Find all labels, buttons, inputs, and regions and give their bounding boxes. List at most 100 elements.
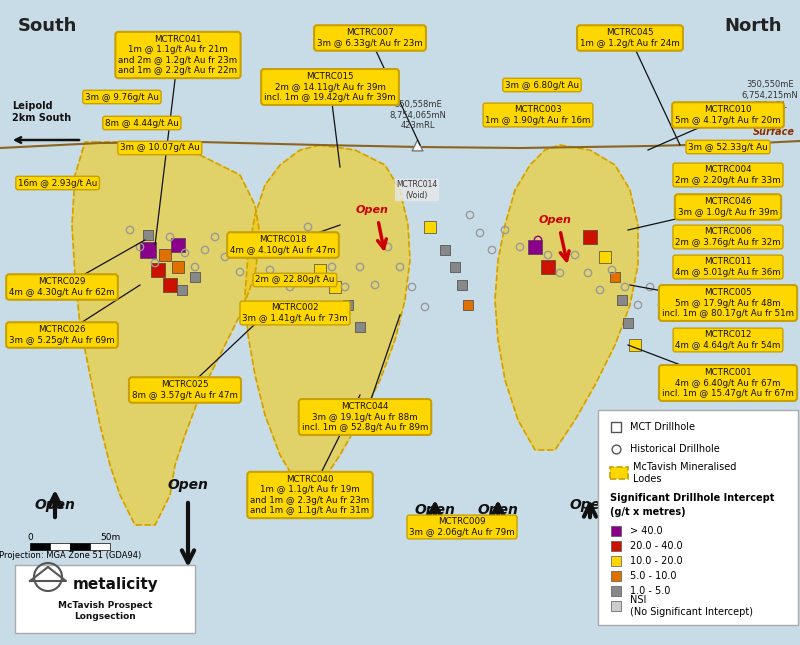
Point	[342, 300, 354, 310]
Text: 3m @ 6.80g/t Au: 3m @ 6.80g/t Au	[505, 81, 579, 90]
Text: MCTRC026
3m @ 5.25g/t Au fr 69m: MCTRC026 3m @ 5.25g/t Au fr 69m	[9, 325, 115, 344]
Point	[189, 262, 202, 272]
Point	[264, 265, 277, 275]
Point	[171, 240, 184, 250]
Text: 3m @ 10.07g/t Au: 3m @ 10.07g/t Au	[120, 143, 200, 152]
Text: 350,558mE
8,754,065mN
423mRL: 350,558mE 8,754,065mN 423mRL	[390, 100, 446, 130]
Bar	[30, 543, 50, 550]
Text: Open: Open	[414, 503, 455, 517]
Point	[298, 240, 311, 250]
Text: 50m: 50m	[100, 533, 120, 542]
Polygon shape	[72, 142, 260, 525]
Text: North: North	[725, 17, 782, 35]
Text: (g/t x metres): (g/t x metres)	[610, 507, 686, 517]
Text: 3m @ 52.33g/t Au: 3m @ 52.33g/t Au	[688, 143, 768, 152]
Point	[529, 242, 542, 252]
Text: MCTRC015
2m @ 14.11g/t Au fr 39m
incl. 1m @ 19.42g/t Au fr 39m: MCTRC015 2m @ 14.11g/t Au fr 39m incl. 1…	[264, 72, 396, 102]
Point	[406, 282, 418, 292]
Point	[616, 295, 629, 305]
Bar	[50, 543, 70, 550]
Point	[610, 586, 622, 596]
Point	[198, 245, 211, 255]
Text: MCTRC045
1m @ 1.2g/t Au fr 24m: MCTRC045 1m @ 1.2g/t Au fr 24m	[580, 28, 680, 48]
Text: 3m @ 9.76g/t Au: 3m @ 9.76g/t Au	[85, 92, 159, 101]
Point	[569, 250, 582, 260]
Point	[354, 262, 366, 272]
Text: Open: Open	[167, 478, 209, 492]
Text: 16m @ 2.93g/t Au: 16m @ 2.93g/t Au	[18, 179, 98, 188]
Point	[314, 242, 326, 252]
Bar	[15, 565, 195, 633]
Text: MCTRC005
5m @ 17.9g/t Au fr 48m
incl. 1m @ 80.17g/t Au fr 51m: MCTRC005 5m @ 17.9g/t Au fr 48m incl. 1m…	[662, 288, 794, 318]
Point	[302, 222, 314, 232]
Point	[610, 444, 622, 454]
Text: McTavish Prospect
Longsection: McTavish Prospect Longsection	[58, 601, 152, 620]
Point	[598, 252, 611, 262]
Bar	[90, 543, 110, 550]
Text: MCTRC012
4m @ 4.64g/t Au fr 54m: MCTRC012 4m @ 4.64g/t Au fr 54m	[675, 330, 781, 350]
Text: Historical Drillhole: Historical Drillhole	[630, 444, 720, 454]
Point	[283, 282, 296, 292]
Point	[498, 225, 511, 235]
Point	[610, 571, 622, 581]
Point	[632, 300, 645, 310]
Bar	[610, 467, 628, 479]
Point	[171, 262, 184, 272]
Text: MCTRC041
1m @ 1.1g/t Au fr 21m
and 2m @ 1.2g/t Au fr 23m
and 1m @ 2.2g/t Au fr 2: MCTRC041 1m @ 1.1g/t Au fr 21m and 2m @ …	[118, 35, 238, 75]
Text: MCTRC014
(Void): MCTRC014 (Void)	[396, 181, 438, 200]
Point	[514, 242, 526, 252]
Point	[486, 245, 498, 255]
Point	[449, 262, 462, 272]
Point	[610, 526, 622, 536]
Point	[176, 285, 189, 295]
Text: MCTRC040
1m @ 1.1g/t Au fr 19m
and 1m @ 2.3g/t Au fr 23m
and 1m @ 1.1g/t Au fr 3: MCTRC040 1m @ 1.1g/t Au fr 19m and 1m @ …	[250, 475, 370, 515]
Point	[329, 282, 342, 292]
Point	[610, 422, 622, 432]
Text: MCTRC011
4m @ 5.01g/t Au fr 36m: MCTRC011 4m @ 5.01g/t Au fr 36m	[675, 257, 781, 277]
Text: 350,550mE
6,754,215mN
423mRL: 350,550mE 6,754,215mN 423mRL	[742, 80, 798, 110]
Point	[656, 300, 669, 310]
Polygon shape	[495, 145, 638, 450]
Text: Leipold
2km South: Leipold 2km South	[12, 101, 71, 123]
Point	[382, 242, 394, 252]
Text: MCTRC001
4m @ 6.40g/t Au fr 67m
incl. 1m @ 15.47g/t Au fr 67m: MCTRC001 4m @ 6.40g/t Au fr 67m incl. 1m…	[662, 368, 794, 398]
Point	[158, 250, 171, 260]
Text: MCTRC018
4m @ 4.10g/t Au fr 47m: MCTRC018 4m @ 4.10g/t Au fr 47m	[230, 235, 336, 255]
Point	[610, 556, 622, 566]
Point	[554, 268, 566, 278]
Text: McTavish Mineralised
Lodes: McTavish Mineralised Lodes	[633, 462, 736, 484]
Point	[456, 280, 469, 290]
Point	[418, 302, 431, 312]
Text: Significant Drillhole Intercept: Significant Drillhole Intercept	[610, 493, 774, 503]
Text: NSI
(No Significant Intercept): NSI (No Significant Intercept)	[630, 595, 753, 617]
Point	[149, 258, 162, 268]
Point	[464, 210, 477, 220]
Text: Open: Open	[570, 498, 610, 512]
Text: MCTRC044
3m @ 19.1g/t Au fr 88m
incl. 1m @ 52.8g/t Au fr 89m: MCTRC044 3m @ 19.1g/t Au fr 88m incl. 1m…	[302, 402, 428, 432]
Point	[542, 250, 554, 260]
Bar	[598, 410, 798, 625]
Point	[622, 318, 634, 328]
Text: Open: Open	[710, 498, 750, 512]
Text: Open: Open	[34, 498, 75, 512]
Point	[629, 340, 642, 350]
Text: Surface: Surface	[753, 127, 795, 137]
Text: Open: Open	[355, 205, 389, 215]
Text: 1.0 - 5.0: 1.0 - 5.0	[630, 586, 670, 596]
Text: 10.0 - 20.0: 10.0 - 20.0	[630, 556, 682, 566]
Point	[438, 245, 451, 255]
Text: Open: Open	[478, 503, 518, 517]
Point	[142, 245, 154, 255]
Point	[189, 272, 202, 282]
Point	[142, 230, 154, 240]
Text: MCTRC003
1m @ 1.90g/t Au fr 16m: MCTRC003 1m @ 1.90g/t Au fr 16m	[486, 105, 590, 124]
Text: MCTRC046
3m @ 1.0g/t Au fr 39m: MCTRC046 3m @ 1.0g/t Au fr 39m	[678, 197, 778, 217]
Text: MCT Drillhole: MCT Drillhole	[630, 422, 695, 432]
Text: South: South	[18, 17, 78, 35]
Text: MCTRC029
4m @ 4.30g/t Au fr 62m: MCTRC029 4m @ 4.30g/t Au fr 62m	[10, 277, 114, 297]
Point	[338, 282, 351, 292]
Point	[178, 248, 191, 258]
Point	[531, 235, 544, 245]
Point	[152, 265, 165, 275]
Text: MCTRC025
8m @ 3.57g/t Au fr 47m: MCTRC025 8m @ 3.57g/t Au fr 47m	[132, 381, 238, 400]
